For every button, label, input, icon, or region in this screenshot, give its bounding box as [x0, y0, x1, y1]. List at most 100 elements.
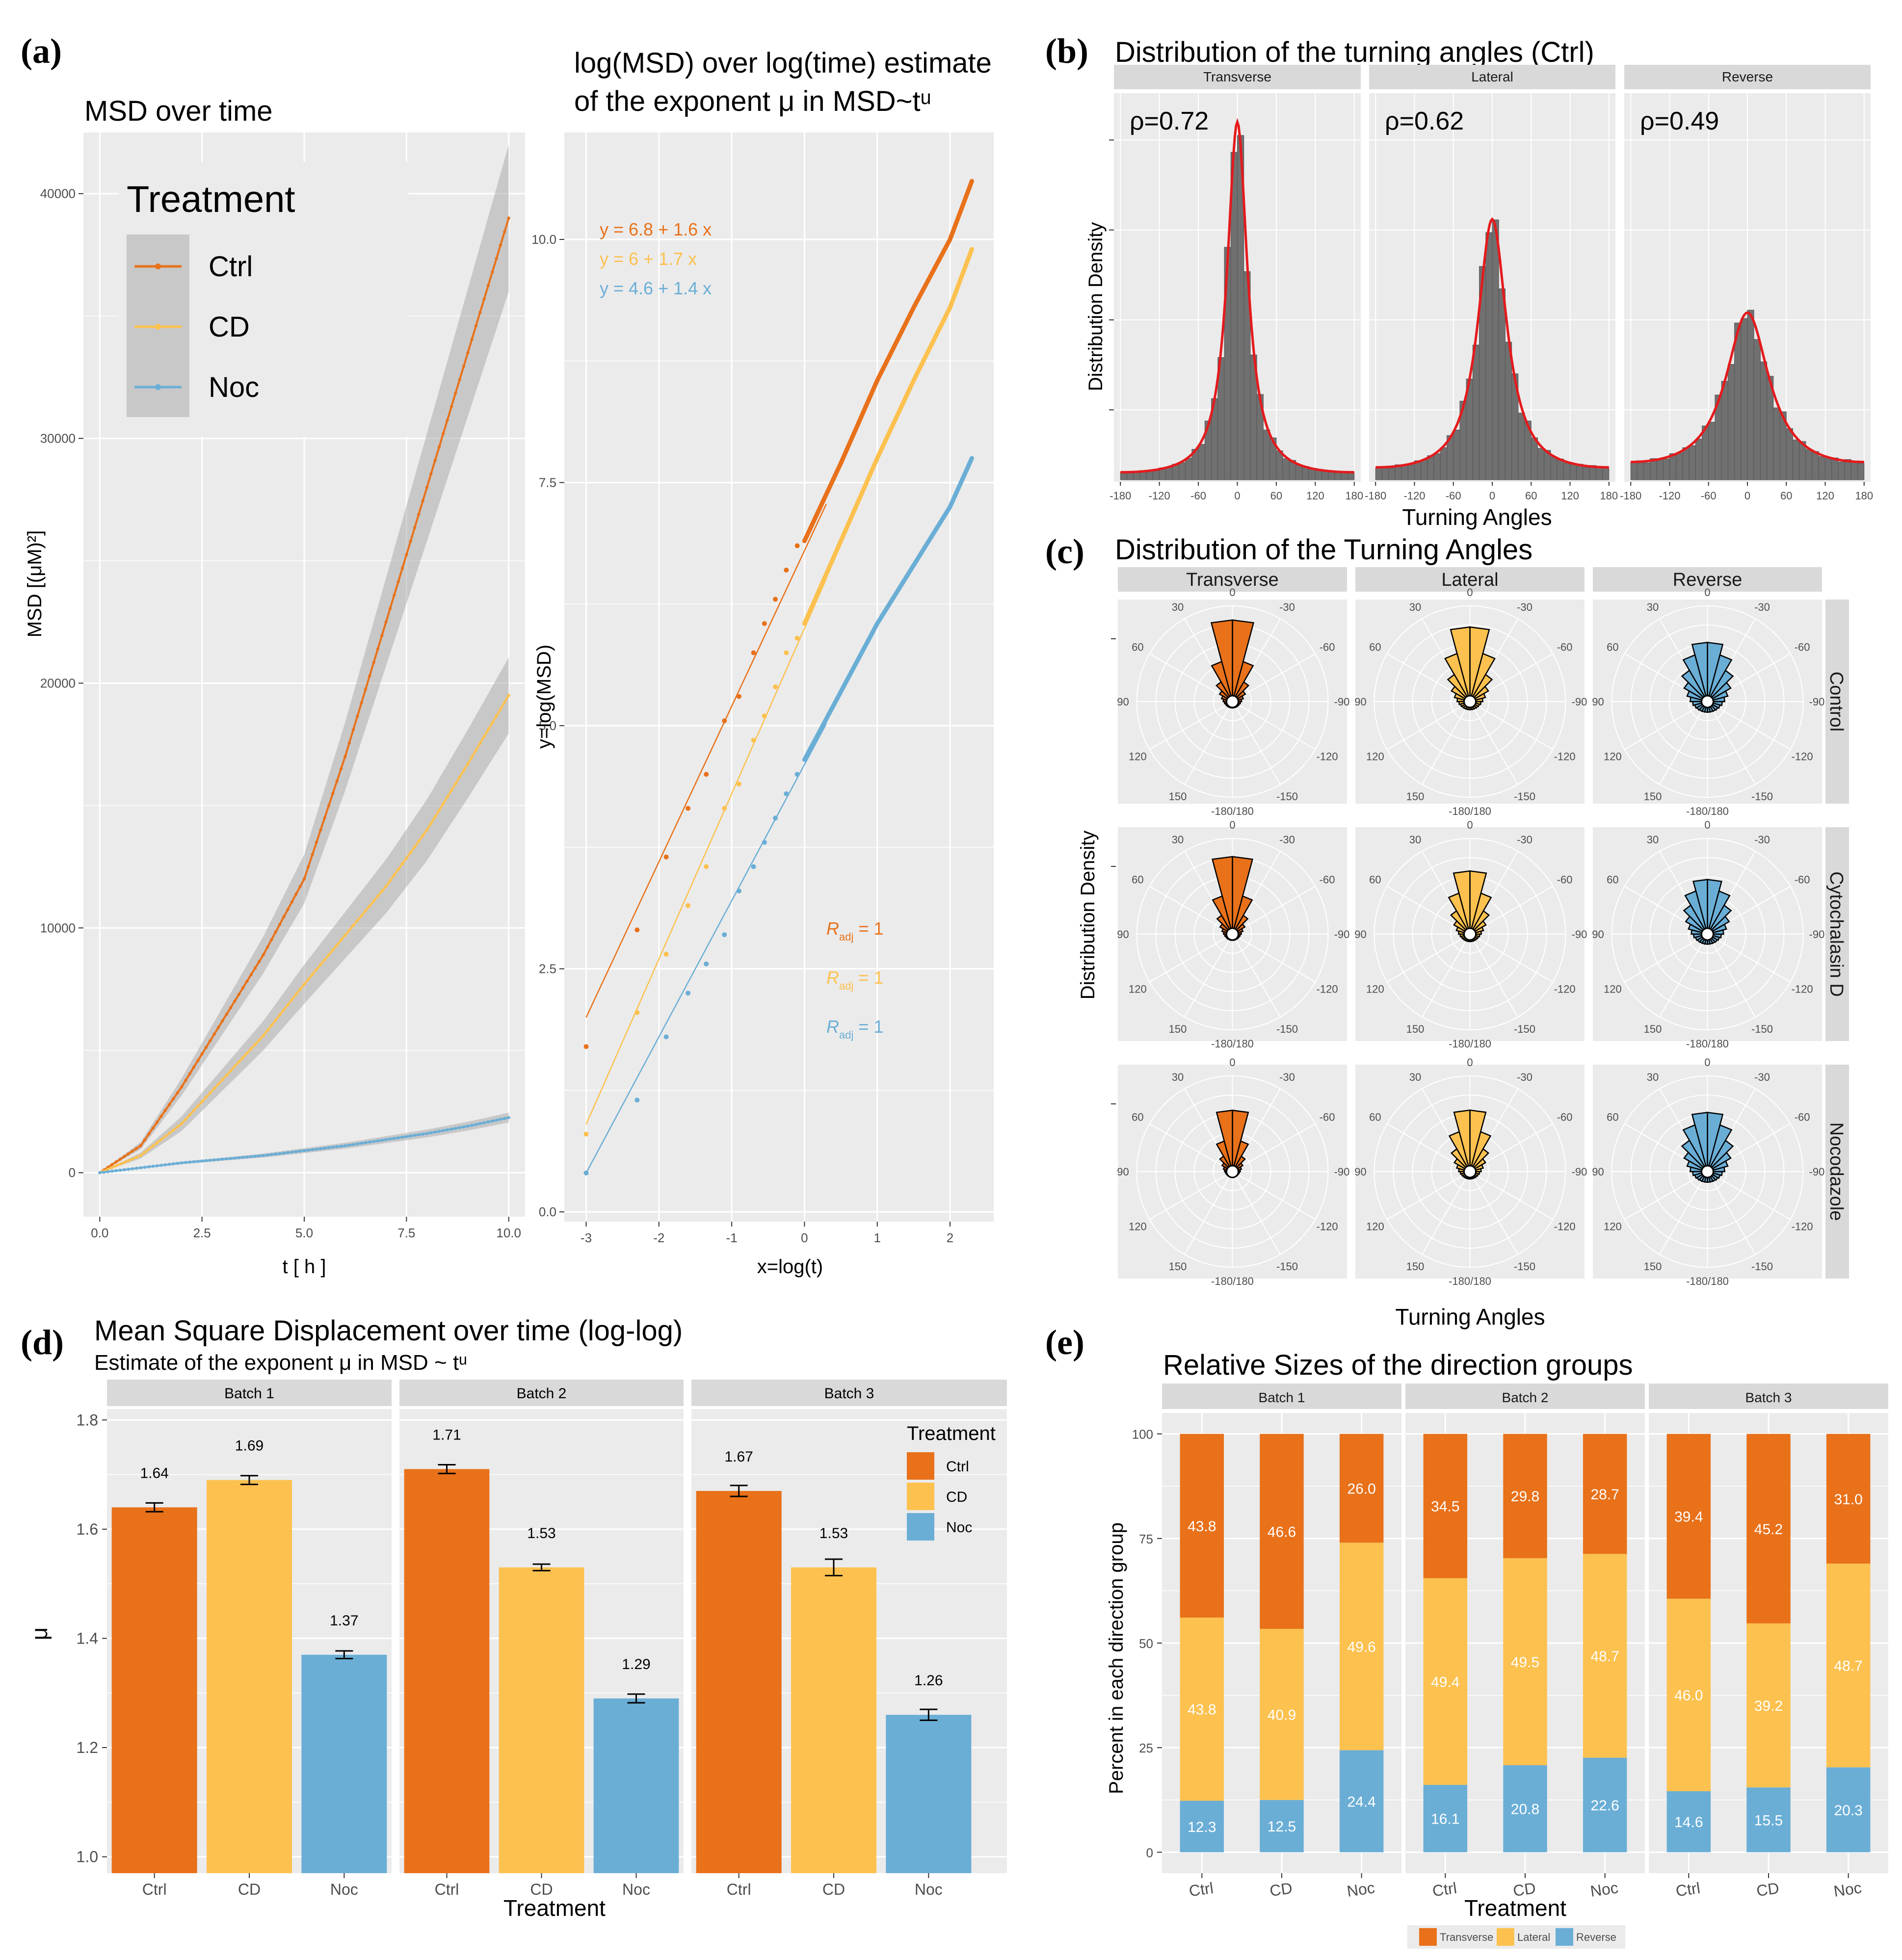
data-point-cd: [347, 929, 351, 932]
data-point-noc: [495, 1118, 498, 1122]
data-point-ctrl: [425, 486, 429, 489]
segment-label-lateral: 43.8: [1188, 1702, 1216, 1718]
segment-label-reverse: 24.4: [1347, 1794, 1375, 1810]
polar-spoke: [1624, 701, 1708, 750]
x-tick-label: Noc: [1832, 1879, 1862, 1900]
data-point-cd: [200, 1100, 204, 1103]
x-tick-label: Noc: [1589, 1879, 1619, 1900]
data-point-noc: [722, 932, 727, 938]
data-point-cd: [482, 735, 486, 738]
histogram-bar: [1282, 458, 1290, 480]
angle-label: -30: [1279, 834, 1295, 846]
data-point-cd: [298, 988, 302, 991]
x-tick-label: 2.5: [193, 1226, 211, 1240]
log-msd-chart: 0.0 2.5 5.0 7.5 10.0 -3 -2 -1 0 1 2: [531, 132, 994, 1245]
data-point-ctrl: [794, 543, 800, 549]
angle-label: 120: [1129, 983, 1147, 995]
data-point-ctrl: [686, 806, 691, 811]
rho-label: ρ=0.62: [1385, 107, 1464, 135]
data-point-noc: [323, 1147, 326, 1150]
data-point-cd: [405, 856, 408, 860]
panel-b-ylabel: Distribution Density: [1085, 222, 1107, 392]
polar-spoke: [1659, 934, 1708, 1018]
angle-label: -180/180: [1686, 1038, 1729, 1050]
data-point-cd: [491, 721, 494, 725]
angle-label: 60: [1369, 874, 1381, 886]
data-point-cd: [368, 904, 371, 908]
bar-cd: [791, 1567, 876, 1873]
histogram-bar: [1663, 458, 1670, 480]
angle-label: 150: [1169, 790, 1187, 803]
histogram-bar: [1676, 452, 1683, 480]
data-point-noc: [298, 1150, 302, 1153]
data-point-noc: [704, 961, 709, 967]
histogram-bar: [1185, 458, 1192, 480]
data-point-ctrl: [491, 270, 494, 274]
polar-center: [1463, 695, 1477, 708]
histogram-bar: [1831, 457, 1839, 480]
histogram-bar: [1263, 429, 1270, 480]
data-point-ctrl: [294, 892, 298, 896]
data-point-ctrl: [784, 567, 789, 573]
data-point-ctrl: [356, 714, 359, 718]
histogram-bar: [1682, 447, 1690, 480]
angle-label: 90: [1354, 1166, 1366, 1178]
data-point-cd: [762, 713, 767, 719]
data-point-cd: [433, 815, 437, 819]
data-point-ctrl: [751, 650, 756, 655]
data-point-cd: [245, 1051, 249, 1055]
angle-label: -180/180: [1211, 1275, 1254, 1287]
histogram-bar: [1773, 407, 1780, 480]
data-point-cd: [376, 894, 380, 898]
equation-noc: y = 4.6 + 1.4 x: [600, 278, 712, 298]
angle-label: 90: [1592, 1166, 1604, 1178]
polar-center: [1226, 1165, 1239, 1178]
data-point-noc: [143, 1166, 147, 1169]
data-point-noc: [762, 839, 767, 845]
segment-reverse: [1746, 1787, 1791, 1853]
data-point-noc: [335, 1145, 339, 1149]
data-point-ctrl: [176, 1091, 179, 1095]
data-point-cd: [686, 903, 691, 908]
angle-label: -150: [1514, 1260, 1535, 1273]
data-point-noc: [249, 1155, 253, 1158]
angle-label: -150: [1514, 790, 1535, 803]
angle-label: 60: [1369, 641, 1381, 653]
segment-lateral: [1583, 1554, 1627, 1758]
segment-reverse: [1503, 1765, 1547, 1853]
histogram-bar: [1799, 441, 1806, 480]
angle-label: 120: [1604, 751, 1622, 763]
segment-reverse: [1260, 1800, 1304, 1853]
histogram-bar: [1557, 458, 1564, 480]
data-point-ctrl: [282, 915, 286, 919]
data-point-ctrl: [429, 472, 433, 476]
segment-reverse: [1826, 1767, 1871, 1853]
data-point-ctrl: [192, 1065, 196, 1069]
data-point-cd: [176, 1125, 179, 1129]
angle-label: 150: [1406, 790, 1425, 803]
data-point-noc: [478, 1122, 482, 1125]
data-point-ctrl: [327, 804, 331, 808]
data-point-ctrl: [184, 1078, 187, 1082]
panel-c-label: (c): [1045, 532, 1084, 571]
panel-e-label: (e): [1045, 1323, 1084, 1362]
panel-b-title: Distribution of the turning angles (Ctrl…: [1115, 36, 1594, 68]
histogram-bar: [1427, 455, 1434, 480]
data-point-ctrl: [258, 960, 261, 963]
angle-label: -30: [1279, 1071, 1295, 1083]
x-tick-label: 5.0: [295, 1226, 313, 1240]
data-point-noc: [400, 1135, 404, 1139]
data-point-cd: [409, 851, 412, 854]
legend-d-key-ctrl: [907, 1452, 934, 1480]
angle-label: -90: [1809, 1166, 1825, 1178]
data-point-ctrl: [762, 621, 767, 626]
data-point-noc: [241, 1155, 245, 1159]
facet-strip: [107, 1380, 392, 1406]
angle-label: -120: [1554, 1221, 1576, 1233]
data-point-ctrl: [188, 1072, 191, 1075]
histogram-bar: [1721, 381, 1728, 480]
histogram-bar: [1152, 470, 1160, 480]
histogram-bar: [1602, 468, 1610, 480]
angle-label: 120: [1366, 983, 1384, 995]
data-point-cd: [118, 1162, 122, 1166]
